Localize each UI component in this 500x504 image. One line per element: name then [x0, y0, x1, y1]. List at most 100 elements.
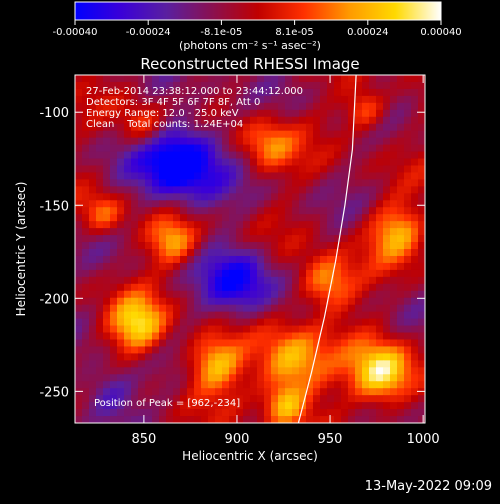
heatmap-cell [229, 165, 237, 173]
heatmap-cell [96, 158, 104, 166]
heatmap-cell [110, 242, 118, 250]
heatmap-cell [306, 221, 314, 229]
heatmap-cell [187, 332, 195, 340]
heatmap-cell [159, 151, 167, 159]
heatmap-cell [390, 325, 398, 333]
heatmap-cell [117, 221, 125, 229]
heatmap-cell [159, 269, 167, 278]
heatmap-cell [82, 172, 90, 180]
heatmap-cell [159, 325, 167, 333]
heatmap-cell [222, 304, 230, 313]
heatmap-cell [201, 235, 209, 243]
heatmap-cell [264, 388, 272, 396]
heatmap-cell [362, 381, 370, 389]
heatmap-cell [390, 395, 398, 403]
heatmap-cell [159, 207, 167, 215]
heatmap-cell [138, 262, 146, 271]
heatmap-cell [341, 144, 349, 152]
heatmap-cell [166, 165, 174, 173]
heatmap-cell [271, 116, 279, 125]
heatmap-cell [271, 109, 279, 118]
heatmap-cell [208, 332, 216, 340]
heatmap-cell [145, 367, 153, 375]
heatmap-cell [166, 179, 174, 187]
heatmap-cell [131, 311, 139, 319]
heatmap-cell [173, 409, 181, 417]
heatmap-cell [180, 374, 188, 382]
heatmap-cell [138, 81, 146, 90]
heatmap-cell [131, 276, 139, 285]
heatmap-cell [187, 186, 195, 194]
heatmap-cell [145, 235, 153, 243]
heatmap-cell [75, 249, 83, 257]
heatmap-cell [110, 116, 118, 125]
heatmap-cell [236, 81, 244, 90]
heatmap-cell [383, 137, 391, 145]
heatmap-cell [215, 353, 223, 361]
heatmap-cell [418, 255, 425, 264]
heatmap-cell [292, 249, 300, 257]
heatmap-cell [411, 165, 419, 173]
heatmap-cell [222, 95, 230, 104]
heatmap-cell [320, 353, 328, 361]
heatmap-cell [411, 416, 419, 423]
heatmap-cell [348, 235, 356, 243]
heatmap-cell [292, 409, 300, 417]
heatmap-cell [411, 353, 419, 361]
heatmap-cell [201, 374, 209, 382]
heatmap-cell [250, 137, 258, 145]
heatmap-cell [222, 402, 230, 410]
heatmap-cell [96, 228, 104, 236]
heatmap-cell [117, 388, 125, 396]
heatmap-cell [131, 221, 139, 229]
heatmap-cell [369, 193, 377, 201]
heatmap-cell [285, 214, 293, 222]
heatmap-cell [348, 116, 356, 125]
heatmap-cell [390, 81, 398, 90]
heatmap-cell [306, 95, 314, 104]
heatmap-cell [208, 262, 216, 271]
heatmap-cell [75, 325, 83, 333]
heatmap-cell [208, 388, 216, 396]
heatmap-cell [96, 416, 104, 423]
heatmap-cell [278, 123, 286, 132]
heatmap-cell [320, 179, 328, 187]
heatmap-cell [278, 262, 286, 271]
heatmap-cell [215, 200, 223, 208]
heatmap-cell [194, 130, 202, 139]
heatmap-cell [166, 325, 174, 333]
heatmap-cell [208, 214, 216, 222]
heatmap-cell [159, 228, 167, 236]
heatmap-cell [173, 207, 181, 215]
heatmap-cell [320, 81, 328, 90]
heatmap-cell [250, 172, 258, 180]
heatmap-cell [264, 116, 272, 125]
heatmap-cell [257, 346, 265, 354]
heatmap-cell [110, 207, 118, 215]
heatmap-cell [355, 242, 363, 250]
heatmap-cell [145, 269, 153, 278]
heatmap-cell [89, 144, 97, 152]
heatmap-cell [341, 193, 349, 201]
heatmap-cell [117, 123, 125, 132]
heatmap-cell [110, 402, 118, 410]
heatmap-cell [229, 346, 237, 354]
heatmap-cell [173, 388, 181, 396]
heatmap-cell [418, 374, 425, 382]
heatmap-cell [208, 242, 216, 250]
heatmap-cell [313, 249, 321, 257]
heatmap-cell [201, 221, 209, 229]
heatmap-cell [124, 409, 132, 417]
heatmap-cell [383, 297, 391, 306]
heatmap-cell [362, 325, 370, 333]
heatmap-cell [404, 88, 412, 97]
heatmap-cell [180, 360, 188, 368]
heatmap-cell [348, 193, 356, 201]
heatmap-cell [124, 193, 132, 201]
heatmap-cell [173, 235, 181, 243]
heatmap-cell [390, 249, 398, 257]
heatmap-cell [201, 75, 209, 83]
heatmap-cell [278, 269, 286, 278]
heatmap-cell [355, 249, 363, 257]
heatmap-cell [257, 311, 265, 319]
